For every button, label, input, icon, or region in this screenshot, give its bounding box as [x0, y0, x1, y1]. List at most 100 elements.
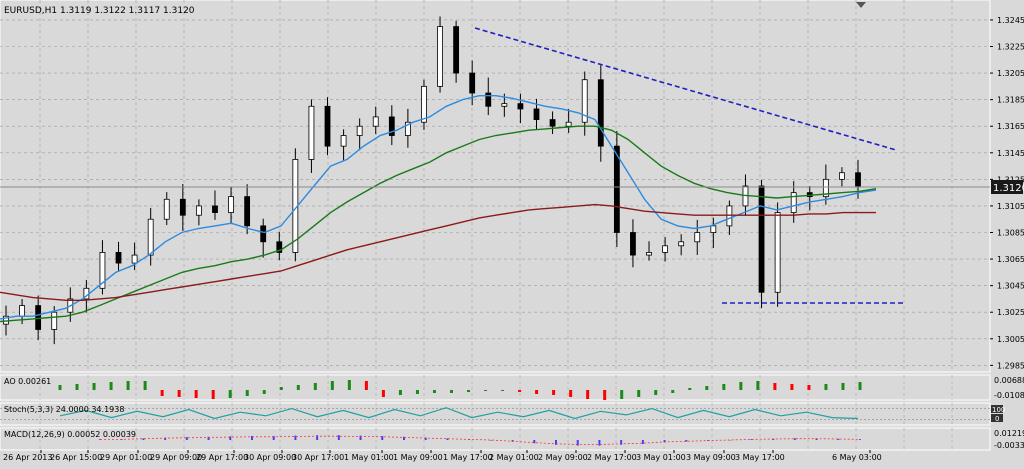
macd-bar: [793, 438, 796, 440]
ao-grid: [39, 375, 953, 400]
candle-body: [839, 172, 845, 180]
macd-bar: [837, 438, 840, 440]
ao-bar: [228, 390, 232, 398]
ao-bar: [705, 386, 709, 390]
candle-body: [646, 252, 652, 256]
candles: [3, 16, 861, 345]
candle-body: [372, 116, 379, 127]
stoch-tick-top: 100: [992, 406, 1005, 414]
candle-body: [549, 119, 556, 127]
time-tick-label: 26 Apr 2013: [3, 453, 52, 462]
price-panel[interactable]: 1.3245 1.3225 1.3205 1.3185 1.3165 1.3145 1.31…: [0, 0, 1024, 373]
macd-bar: [489, 440, 492, 441]
macd-tick-top: 0.01219: [994, 429, 1024, 438]
candle-body: [404, 121, 411, 136]
candle-body: [35, 305, 42, 330]
ao-bar: [143, 381, 147, 390]
macd-bar: [294, 435, 297, 440]
price-tick-label: 1.3225: [997, 43, 1024, 52]
candle-body: [131, 254, 138, 264]
stoch-title: Stoch(5,3,3) 24.0000 34.1938: [4, 405, 124, 414]
candle-body: [228, 196, 234, 213]
time-tick-label: 6 May 03:00: [832, 453, 882, 462]
ao-bar: [347, 380, 351, 390]
ao-bar: [177, 390, 181, 397]
ao-panel[interactable]: AO 0.00261 0.00688 -0.01085: [0, 374, 1024, 401]
ao-bar: [535, 390, 539, 394]
candle-body: [163, 198, 170, 220]
time-tick-label: 3 May 17:00: [735, 453, 785, 462]
macd-bar: [272, 436, 275, 440]
macd-panel[interactable]: MACD(12,26,9) 0.00052 0.00039 0.01219 -0…: [0, 427, 1024, 451]
ao-bar: [58, 385, 62, 390]
macd-bar: [424, 437, 427, 440]
ao-bar: [279, 387, 283, 390]
candle-body: [533, 108, 540, 120]
price-tick-label: 1.3025: [997, 308, 1024, 317]
candle-body: [99, 252, 106, 289]
ao-bar: [330, 381, 334, 390]
stoch-panel[interactable]: Stoch(5,3,3) 24.0000 34.1938 100 0: [0, 402, 1005, 426]
candle-body: [453, 26, 460, 74]
ao-title: AO 0.00261: [4, 377, 51, 386]
ao-bar: [449, 390, 453, 393]
macd-bar: [815, 438, 818, 440]
ao-bar: [773, 383, 777, 390]
macd-grid: [39, 428, 953, 450]
time-tick-label: 3 May 09:00: [686, 453, 736, 462]
price-tick-label: 1.3045: [997, 282, 1024, 291]
ao-bar: [211, 390, 215, 399]
candle-body: [678, 241, 685, 247]
ao-bar: [415, 390, 419, 394]
macd-bar: [207, 436, 210, 440]
ao-bar: [381, 390, 385, 397]
macd-bar: [316, 435, 319, 440]
macd-bar: [641, 440, 644, 444]
candle-body: [115, 252, 122, 264]
current-price-label: 1.3120: [993, 183, 1024, 194]
candle-body: [758, 185, 765, 293]
candle-body: [565, 121, 572, 127]
candle-body: [822, 178, 829, 198]
candle-body: [774, 212, 781, 293]
ao-bar: [92, 383, 96, 390]
macd-bar: [750, 439, 753, 440]
candle-body: [613, 145, 620, 233]
ao-bar: [858, 382, 862, 390]
macd-tick-bottom: -0.00334: [994, 441, 1024, 450]
candle-body: [51, 311, 58, 330]
price-tick-label: 1.3205: [997, 69, 1024, 78]
macd-bar: [685, 440, 688, 442]
ao-bar: [364, 381, 368, 390]
macd-bar: [337, 435, 340, 440]
ao-bar: [501, 390, 505, 391]
price-tick-label: 1.3065: [997, 255, 1024, 264]
price-tick-label: 1.3245: [997, 16, 1024, 25]
macd-panel-border: [0, 427, 991, 451]
ao-bar: [790, 384, 794, 390]
candle-body: [196, 205, 202, 216]
time-tick-label: 2 May 01:00: [489, 453, 539, 462]
candle-body: [324, 105, 331, 147]
macd-bar: [533, 440, 536, 444]
ao-bar: [586, 390, 590, 399]
macd-bar: [728, 440, 731, 441]
time-tick-label: 2 May 17:00: [587, 453, 637, 462]
symbol-title: EURUSD,H1 1.3119 1.3122 1.3117 1.3120: [4, 6, 195, 16]
time-tick-label: 29 Apr 09:00: [150, 453, 202, 462]
resistance-trendline[interactable]: [474, 27, 897, 151]
candle-body: [694, 232, 701, 243]
chart-shift-marker-icon[interactable]: [856, 2, 866, 8]
macd-bar: [555, 440, 557, 445]
ao-bar: [620, 390, 624, 399]
ao-bar: [194, 390, 198, 398]
macd-bar: [598, 440, 601, 446]
macd-bar: [185, 437, 188, 440]
ao-bar: [126, 381, 130, 390]
ao-tick-top: 0.00688: [994, 376, 1024, 385]
ao-bar: [688, 388, 692, 390]
ao-bar: [722, 384, 726, 390]
ao-bar: [467, 390, 471, 392]
